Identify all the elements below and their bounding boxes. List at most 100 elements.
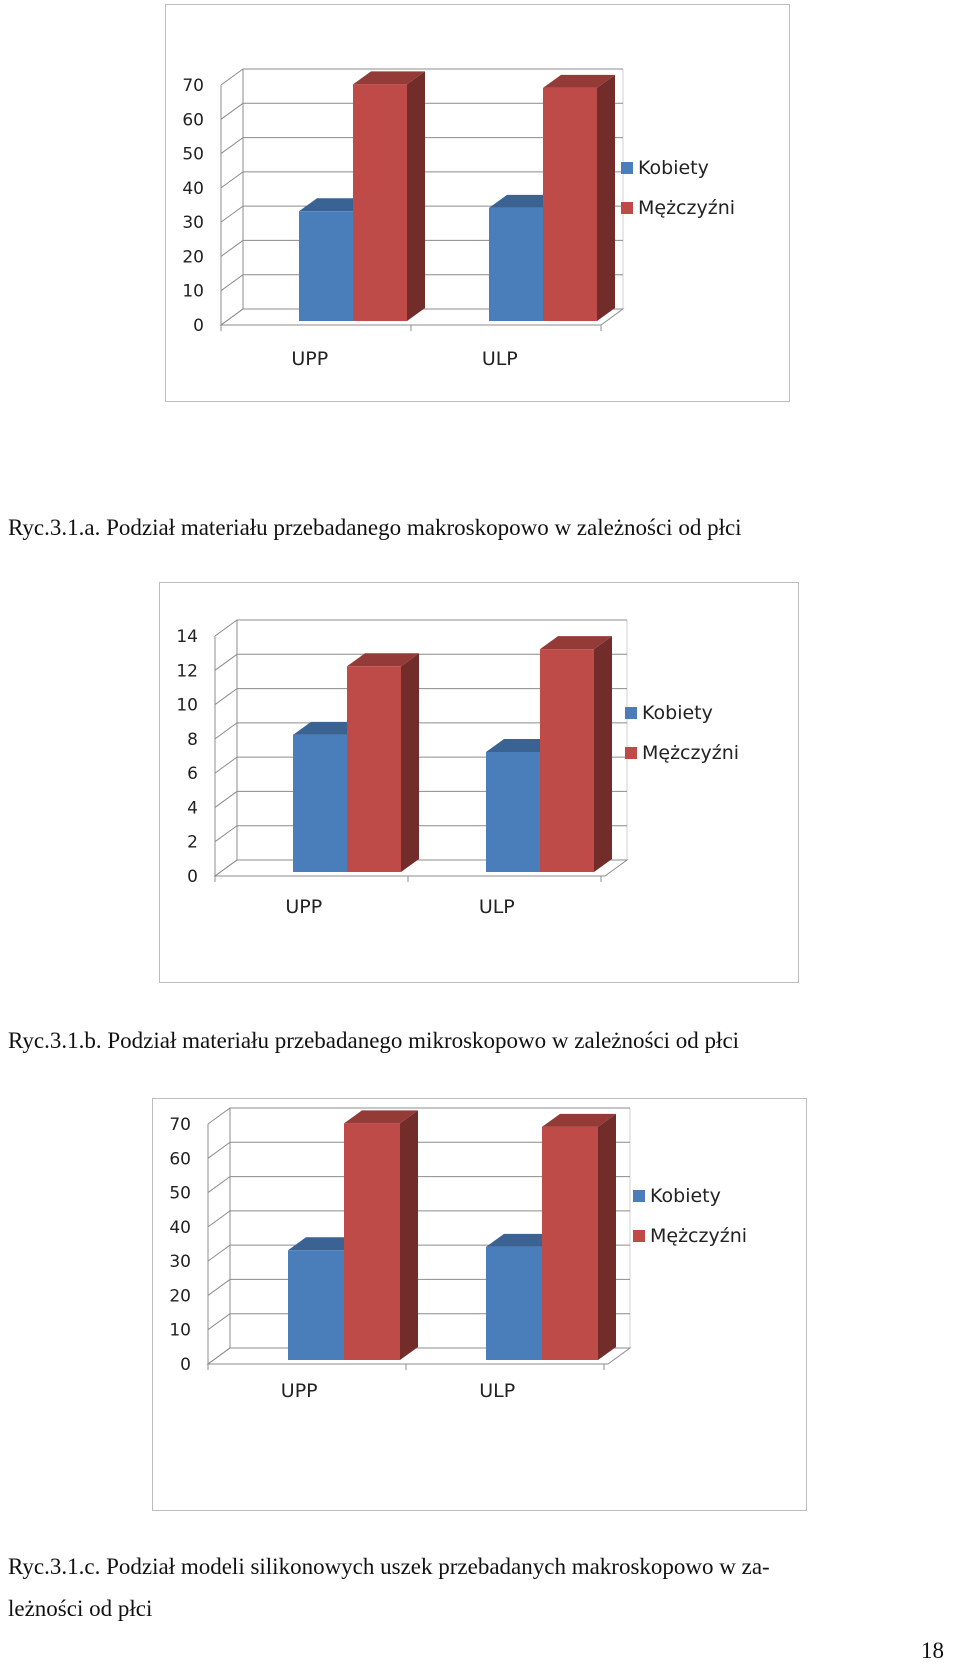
- bar-mezczyzni-ulp: [543, 74, 615, 321]
- bar-mezczyzni-ulp: [542, 1113, 616, 1360]
- bar-side: [407, 71, 425, 321]
- y-tick-label: 40: [182, 179, 204, 199]
- bar-top: [540, 636, 612, 650]
- x-category-label: ULP: [479, 1380, 515, 1402]
- bar-side: [401, 653, 419, 872]
- bar-side: [598, 1113, 616, 1360]
- chart-a: 0 10 20 30 40 50 60 70 UPP ULP Kobiety Mężczyźni: [165, 4, 790, 402]
- bar-front: [299, 211, 353, 321]
- bar-mezczyzni-upp: [347, 653, 419, 872]
- bar-front: [543, 87, 597, 321]
- y-tick-label: 30: [169, 1252, 191, 1272]
- bar-side: [400, 1110, 418, 1360]
- y-tick-label: 40: [169, 1218, 191, 1238]
- chart-c-svg: 0 10 20 30 40 50 60 70 UPP ULP Kobiety Mężczyźni: [169, 1107, 747, 1402]
- bar-front: [540, 649, 594, 872]
- gridline: [214, 688, 627, 705]
- bar-top: [353, 71, 425, 85]
- x-category-label: UPP: [285, 896, 322, 918]
- y-tick-label: 50: [169, 1184, 191, 1204]
- y-tick-label: 4: [187, 798, 198, 818]
- bar-side: [597, 74, 615, 321]
- chart-a-svg: 0 10 20 30 40 50 60 70 UPP ULP Kobiety Mężczyźni: [182, 68, 735, 370]
- caption-a: Ryc.3.1.a. Podział materiału przebadaneg…: [8, 515, 742, 540]
- y-tick-label: 8: [187, 730, 198, 750]
- legend-swatch: [625, 747, 637, 759]
- gridline: [214, 619, 627, 637]
- y-tick-label: 10: [182, 282, 204, 302]
- bar-top: [542, 1113, 616, 1127]
- gridline: [207, 1107, 630, 1125]
- bar-front: [542, 1126, 598, 1360]
- y-tick-label: 20: [169, 1286, 191, 1306]
- gridline: [207, 1141, 630, 1159]
- bar-mezczyzni-ulp: [540, 636, 612, 872]
- bar-side: [594, 636, 612, 872]
- gridline: [220, 102, 623, 120]
- chart-c: 0 10 20 30 40 50 60 70 UPP ULP Kobiety Mężczyźni: [152, 1098, 807, 1511]
- bar-front: [353, 84, 407, 321]
- caption-c-line2: leżności od płci: [8, 1596, 153, 1621]
- gridline: [220, 171, 623, 189]
- y-tick-label: 10: [176, 696, 198, 716]
- y-tick-label: 10: [169, 1321, 191, 1341]
- legend-label: Kobiety: [638, 157, 709, 179]
- legend-label: Mężczyźni: [638, 197, 735, 219]
- bar-top: [486, 1233, 560, 1247]
- bar-top: [288, 1237, 362, 1251]
- chart-b-svg: 0 2 4 6 8 10 12 14 UPP ULP Kobiety Mężczyźni: [176, 619, 739, 918]
- page-number: 18: [921, 1638, 944, 1663]
- bar-front: [344, 1123, 400, 1360]
- bar-mezczyzni-upp: [344, 1110, 418, 1360]
- legend-swatch: [633, 1190, 645, 1202]
- y-tick-label: 30: [182, 213, 204, 233]
- y-tick-label: 12: [176, 661, 198, 681]
- x-category-label: UPP: [291, 348, 328, 370]
- bar-top: [347, 653, 419, 667]
- bar-front: [293, 734, 347, 872]
- chart-floor: [219, 308, 625, 326]
- legend-swatch: [621, 202, 633, 214]
- legend-label: Kobiety: [650, 1185, 721, 1207]
- x-category-label: ULP: [479, 896, 515, 918]
- legend-swatch: [633, 1230, 645, 1242]
- caption-b: Ryc.3.1.b. Podział materiału przebadaneg…: [8, 1028, 740, 1053]
- y-tick-label: 20: [182, 247, 204, 267]
- y-tick-label: 0: [187, 867, 198, 887]
- chart-b: 0 2 4 6 8 10 12 14 UPP ULP Kobiety Mężczyźni: [159, 582, 799, 983]
- bar-front: [489, 207, 543, 321]
- legend-swatch: [621, 162, 633, 174]
- x-category-label: ULP: [482, 348, 518, 370]
- chart-floor: [213, 859, 629, 877]
- chart-floor: [206, 1347, 632, 1365]
- gridline: [220, 137, 623, 154]
- y-tick-label: 70: [169, 1115, 191, 1135]
- y-tick-label: 0: [180, 1355, 191, 1375]
- legend-label: Mężczyźni: [642, 742, 739, 764]
- bar-front: [288, 1250, 344, 1360]
- bar-front: [347, 666, 401, 872]
- gridline: [220, 68, 623, 86]
- bar-front: [486, 1246, 542, 1360]
- x-category-label: UPP: [281, 1380, 318, 1402]
- y-tick-label: 60: [169, 1149, 191, 1169]
- bar-front: [486, 752, 540, 872]
- gridline: [214, 653, 627, 671]
- caption-c-line1: Ryc.3.1.c. Podział modeli silikonowych u…: [8, 1554, 770, 1579]
- gridline: [207, 1210, 630, 1228]
- y-tick-label: 14: [176, 627, 198, 647]
- y-tick-label: 6: [187, 764, 198, 784]
- gridline: [207, 1176, 630, 1193]
- y-tick-label: 70: [182, 76, 204, 96]
- legend-label: Mężczyźni: [650, 1225, 747, 1247]
- y-tick-label: 60: [182, 110, 204, 130]
- bar-mezczyzni-upp: [353, 71, 425, 321]
- y-tick-label: 2: [187, 833, 198, 853]
- bar-top: [344, 1110, 418, 1124]
- bar-top: [543, 74, 615, 88]
- y-tick-label: 50: [182, 145, 204, 165]
- y-tick-label: 0: [193, 316, 204, 336]
- legend-swatch: [625, 707, 637, 719]
- gridline: [214, 722, 627, 740]
- legend-label: Kobiety: [642, 702, 713, 724]
